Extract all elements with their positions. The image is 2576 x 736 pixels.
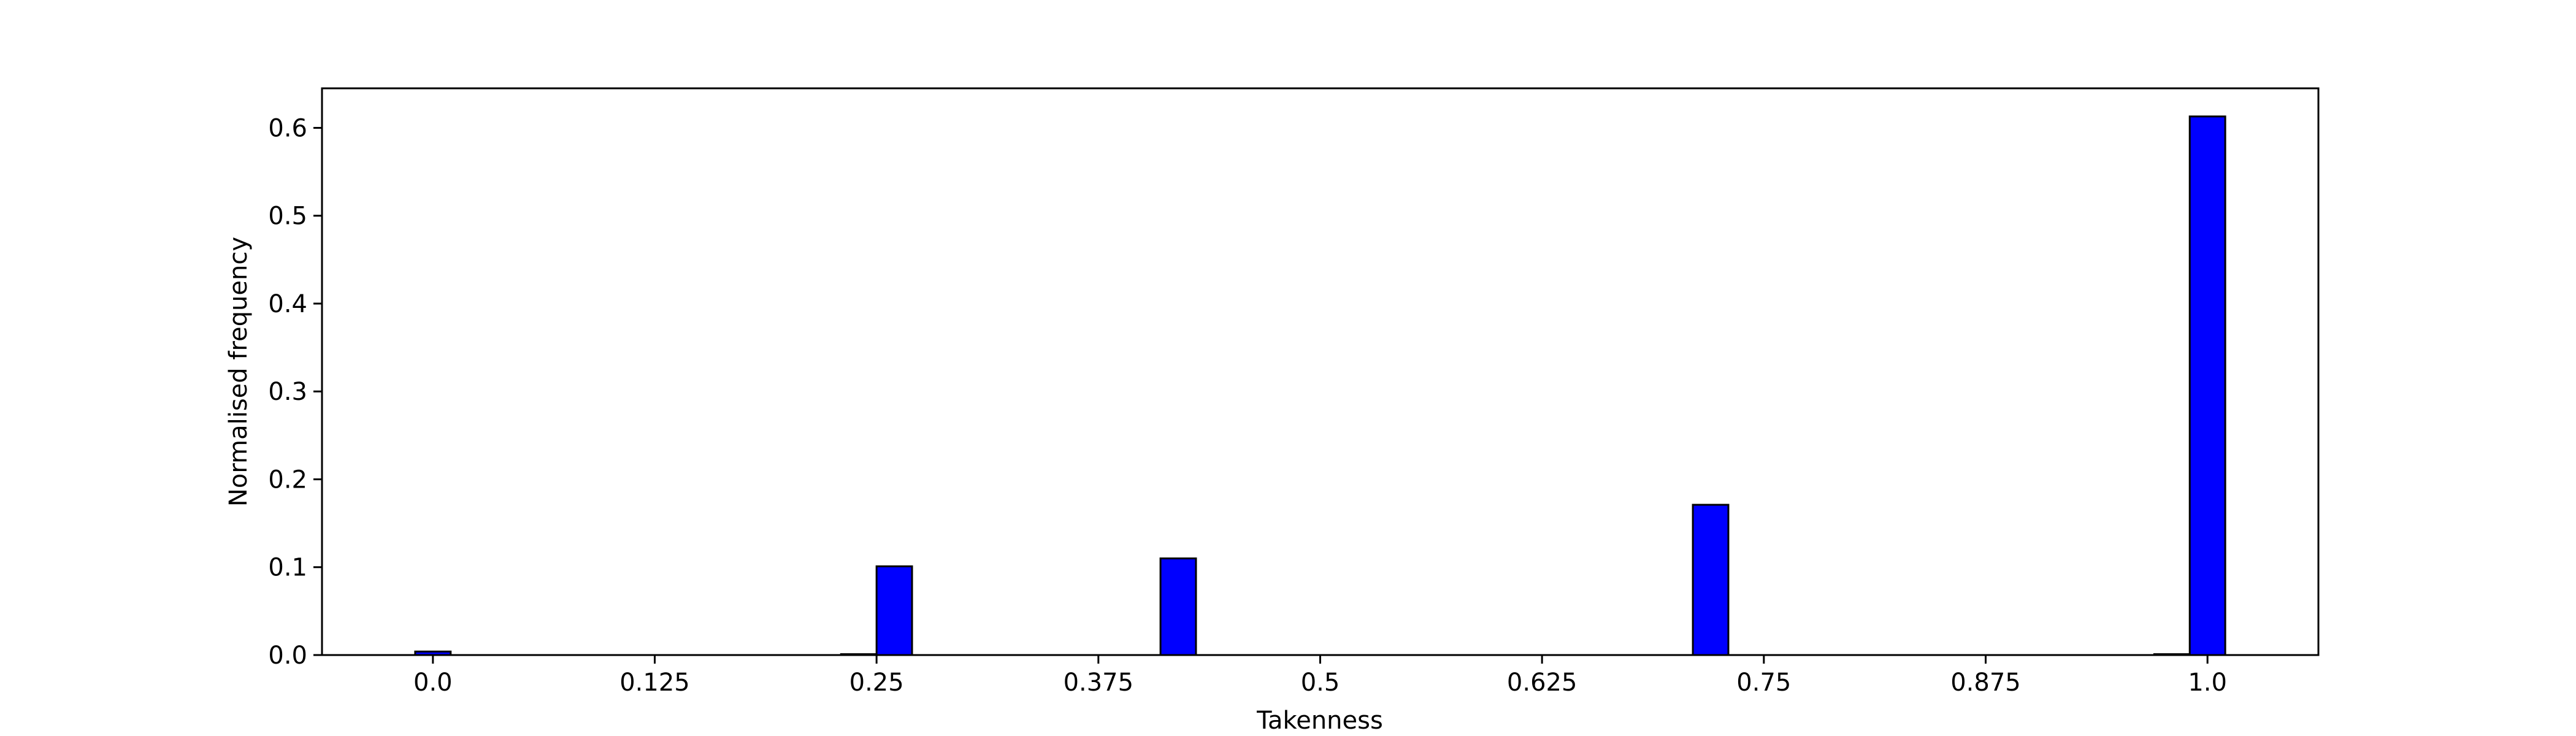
- bar: [1159, 557, 1197, 656]
- bar: [2188, 115, 2226, 656]
- y-tick-label: 0.4: [268, 290, 307, 318]
- y-tick-label: 0.1: [268, 554, 307, 582]
- y-tick-label: 0.3: [268, 378, 307, 406]
- x-tick-label: 0.75: [1736, 669, 1791, 697]
- x-tick-label: 0.125: [619, 669, 690, 697]
- y-tick-label: 0.2: [268, 466, 307, 494]
- x-tick-label: 0.375: [1064, 669, 1134, 697]
- y-axis-ticks: 0.0 0.1 0.2 0.3 0.4 0.5 0.6: [268, 114, 322, 670]
- y-tick-label: 0.5: [268, 202, 307, 231]
- bar: [1692, 504, 1730, 656]
- bars-layer: [414, 115, 2226, 656]
- x-axis-label: Takenness: [1256, 707, 1383, 735]
- x-tick-label: 0.625: [1507, 669, 1577, 697]
- x-tick-label: 0.875: [1950, 669, 2021, 697]
- x-tick-label: 0.5: [1301, 669, 1340, 697]
- x-axis-ticks: 0.0 0.125 0.25 0.375 0.5 0.625 0.75 0.875 1.0: [413, 655, 2227, 697]
- y-axis-label: Normalised frequency: [224, 237, 253, 507]
- x-tick-label: 0.0: [413, 669, 453, 697]
- x-tick-label: 0.25: [849, 669, 904, 697]
- bar: [875, 565, 913, 656]
- x-tick-label: 1.0: [2188, 669, 2227, 697]
- y-tick-label: 0.0: [268, 642, 307, 670]
- y-tick-label: 0.6: [268, 114, 307, 142]
